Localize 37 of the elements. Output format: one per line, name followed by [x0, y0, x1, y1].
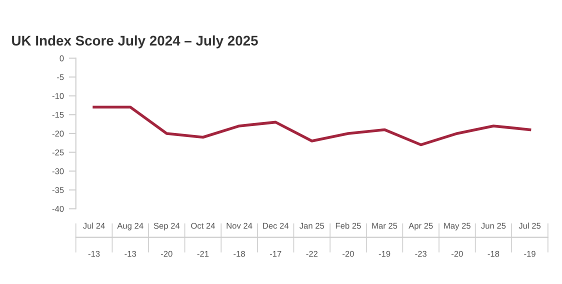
y-tick-label: -25 — [52, 149, 64, 156]
y-tick-label: -40 — [52, 206, 64, 212]
data-label: -13 — [88, 250, 100, 257]
data-label: -21 — [197, 250, 209, 257]
y-tick-label: -35 — [52, 187, 64, 194]
y-tick-label: -5 — [57, 74, 64, 80]
x-tick-label: Dec 24 — [263, 222, 289, 229]
data-label: -17 — [270, 250, 282, 257]
data-label: -22 — [306, 250, 318, 257]
x-tick-label: May 25 — [444, 222, 470, 230]
y-tick-label: -10 — [52, 93, 64, 99]
x-tick-label: Mar 25 — [372, 222, 398, 229]
data-label: -20 — [452, 250, 463, 257]
data-label: -18 — [234, 250, 245, 257]
x-tick-label: Jul 25 — [518, 222, 541, 229]
data-label: -20 — [342, 250, 354, 257]
line-series — [92, 106, 532, 146]
data-label: -19 — [378, 250, 390, 257]
y-tick-label: 0 — [60, 55, 64, 62]
x-tick-label: Jan 25 — [300, 222, 324, 229]
x-tick-label: Oct 24 — [191, 222, 215, 229]
x-tick-label: Apr 25 — [408, 222, 433, 230]
y-tick-label: -15 — [52, 112, 64, 118]
x-tick-label: Nov 24 — [226, 222, 252, 229]
y-tick-label: -20 — [52, 130, 64, 137]
data-label: -20 — [161, 250, 172, 257]
chart-title: UK Index Score July 2024 – July 2025 — [12, 35, 258, 48]
y-tick-label: -30 — [52, 168, 64, 174]
data-label: -19 — [524, 250, 536, 257]
data-label: -23 — [415, 250, 427, 257]
x-tick-label: Aug 24 — [117, 222, 144, 230]
data-label: -18 — [488, 250, 500, 257]
x-tick-label: Sep 24 — [154, 222, 180, 230]
x-tick-label: Feb 25 — [336, 222, 361, 229]
x-tick-label: Jun 25 — [481, 222, 506, 229]
data-label: -13 — [124, 250, 136, 257]
x-tick-label: Jul 24 — [83, 222, 105, 229]
